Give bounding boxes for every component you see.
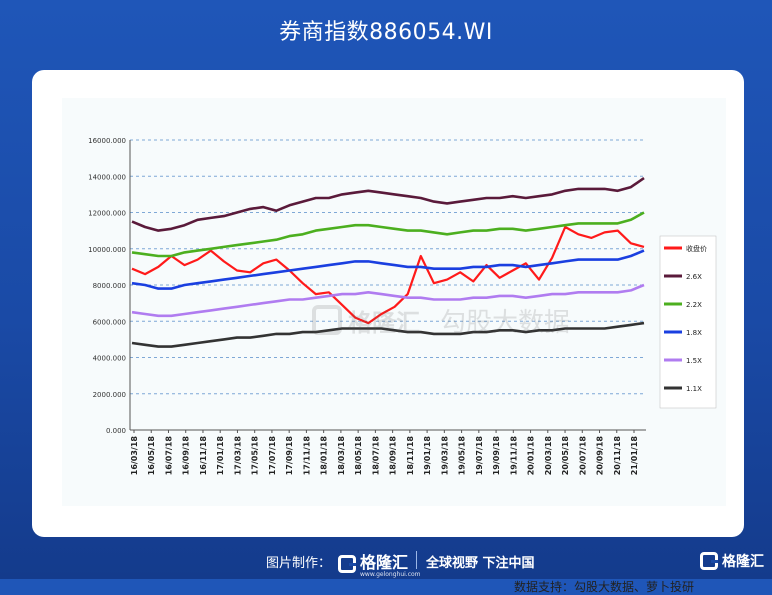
watermark: 格隆汇 勾股大数据 [312,298,642,342]
footer-brand: 格隆汇 [360,553,409,572]
x-tick-label: 18/07/18 [371,436,380,476]
legend-label: 2.6X [686,273,702,281]
x-tick-label: 17/03/18 [233,436,242,476]
y-tick-label: 2000.000 [93,391,126,399]
x-tick-label: 18/09/18 [389,436,398,476]
y-tick-label: 6000.000 [93,318,126,326]
x-tick-label: 16/05/18 [147,436,156,476]
page-title: 券商指数886054.WI [279,20,493,45]
y-tick-label: 8000.000 [93,282,126,290]
x-tick-label: 18/11/18 [406,436,415,476]
watermark-logo-icon [312,305,342,335]
x-tick-label: 16/03/18 [130,436,139,476]
x-tick-label: 16/07/18 [164,436,173,476]
footer-credit: 图片制作： [266,556,332,571]
y-tick-label: 0.000 [106,427,126,435]
x-tick-label: 19/05/18 [458,436,467,476]
footer-slogan: 全球视野 下注中国 [426,556,535,571]
series-line-1-8X [131,249,645,290]
corner-brand: 格隆汇 [722,554,764,570]
legend-label: 2.2X [686,301,702,309]
corner-logo: 格隆汇 [700,551,764,571]
x-tick-label: 17/11/18 [302,436,311,476]
brand-logo-icon [338,554,356,573]
y-tick-label: 10000.000 [88,246,126,254]
corner-logo-icon [700,552,718,570]
x-tick-label: 16/09/18 [182,436,191,476]
x-tick-label: 20/11/18 [613,436,622,476]
series-line-2-2X [131,211,645,258]
footer-divider [416,551,417,569]
x-tick-label: 17/01/18 [216,436,225,476]
x-tick-label: 17/05/18 [251,436,260,476]
x-tick-label: 18/05/18 [354,436,363,476]
series-line-1-1X [131,321,645,348]
chart-panel: 0.000 2000.000 4000.000 6000.000 8000.000 100… [32,70,744,594]
legend-label: 1.1X [686,385,702,393]
x-tick-label: 18/03/18 [337,436,346,476]
footer-logo: 格隆汇 www.gelonghui.com [338,549,421,578]
x-tick-label: 18/01/18 [320,436,329,476]
x-tick-label: 19/01/18 [423,436,432,476]
x-tick-label: 20/09/18 [596,436,605,476]
footer: 图片制作： 格隆汇 www.gelonghui.com 全球视野 下注中国 [0,546,772,578]
source-note: 数据支持：勾股大数据、萝卜投研 [513,580,694,594]
y-tick-label: 12000.000 [88,210,126,218]
y-tick-label: 14000.000 [88,173,126,181]
watermark-partner: 勾股大数据 [440,307,571,338]
x-tick-label: 19/07/18 [475,436,484,476]
series-line-1-5X [131,283,645,318]
legend-box [659,235,717,409]
x-tick-label: 19/03/18 [440,436,449,476]
y-tick-label: 16000.000 [88,137,126,145]
line-chart: 0.000 2000.000 4000.000 6000.000 8000.000 100… [88,137,717,476]
series-line-收盘价 [131,225,645,325]
x-tick-label: 20/01/18 [527,436,536,476]
legend-label: 1.5X [686,357,702,365]
x-tick-label: 20/07/18 [578,436,587,476]
x-tick-label: 20/03/18 [544,436,553,476]
x-tick-label: 21/01/18 [630,436,639,476]
legend-label: 1.8X [686,329,702,337]
x-tick-label: 19/09/18 [492,436,501,476]
x-tick-label: 19/11/18 [509,436,518,476]
chart-area: 0.000 2000.000 4000.000 6000.000 8000.000 100… [62,98,726,506]
y-tick-label: 4000.000 [93,355,126,363]
series-line-2-6X [131,177,645,232]
legend-label: 收盘价 [686,244,707,253]
watermark-brand: 格隆汇 [348,308,420,337]
footer-domain: www.gelonghui.com [360,571,421,578]
x-tick-label: 16/11/18 [199,436,208,476]
x-tick-label: 17/07/18 [268,436,277,476]
x-tick-label: 20/05/18 [561,436,570,476]
x-tick-label: 17/09/18 [285,436,294,476]
